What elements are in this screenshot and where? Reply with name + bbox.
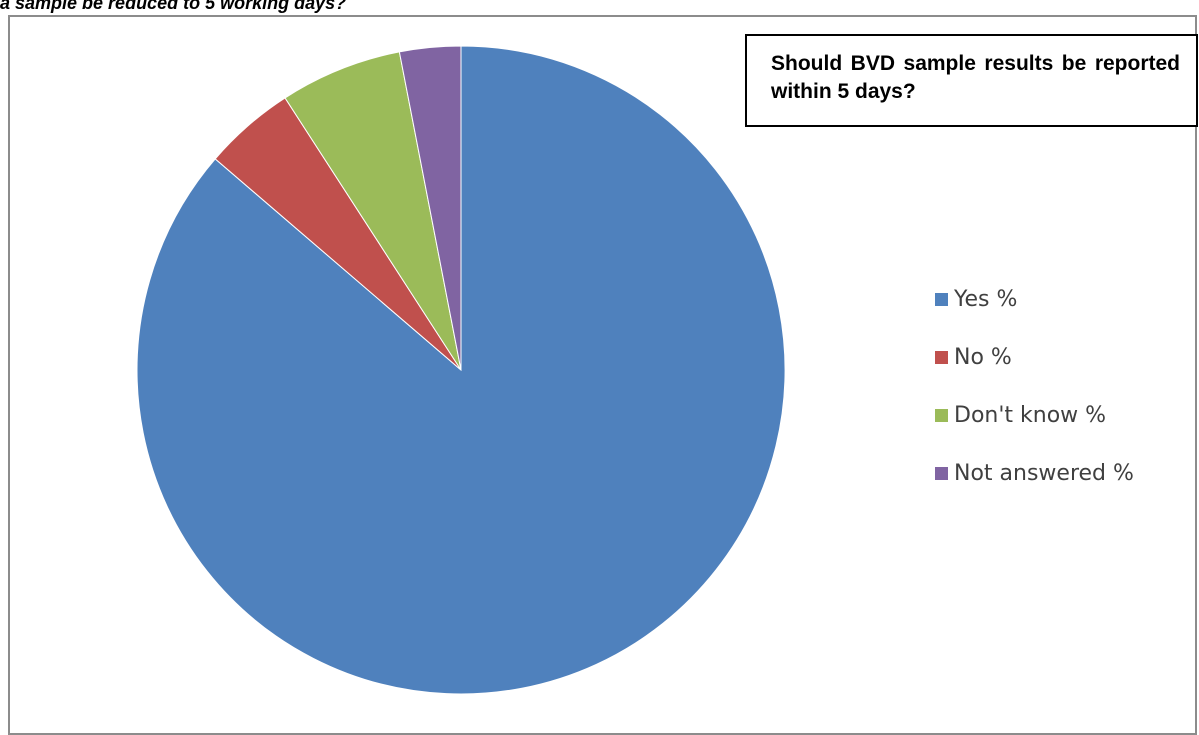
pie-chart	[136, 45, 786, 695]
legend-item-dont-know: Don't know %	[935, 397, 1134, 434]
pie-slice-dont-know	[284, 51, 462, 371]
legend-swatch-yes	[935, 293, 948, 306]
chart-title: Should BVD sample results be reported wi…	[771, 52, 1180, 103]
legend-swatch-no	[935, 351, 948, 364]
legend-label-dont-know: Don't know %	[954, 403, 1107, 428]
pie-slices	[136, 45, 786, 695]
legend-label-not-answered: Not answered %	[954, 461, 1134, 486]
legend-item-no: No %	[935, 339, 1134, 376]
legend-swatch-not-answered	[935, 467, 948, 480]
figure-caption: a sample be reduced to 5 working days?	[0, 0, 347, 13]
chart-frame: Should BVD sample results be reported wi…	[8, 15, 1198, 735]
legend-item-yes: Yes %	[935, 281, 1134, 318]
legend-item-not-answered: Not answered %	[935, 455, 1134, 492]
legend-label-no: No %	[954, 345, 1012, 370]
legend: Yes % No % Don't know % Not answered %	[935, 281, 1134, 513]
legend-swatch-dont-know	[935, 409, 948, 422]
chart-title-box: Should BVD sample results be reported wi…	[745, 34, 1198, 127]
legend-label-yes: Yes %	[954, 287, 1018, 312]
pie-slice-not-answered	[398, 45, 462, 371]
